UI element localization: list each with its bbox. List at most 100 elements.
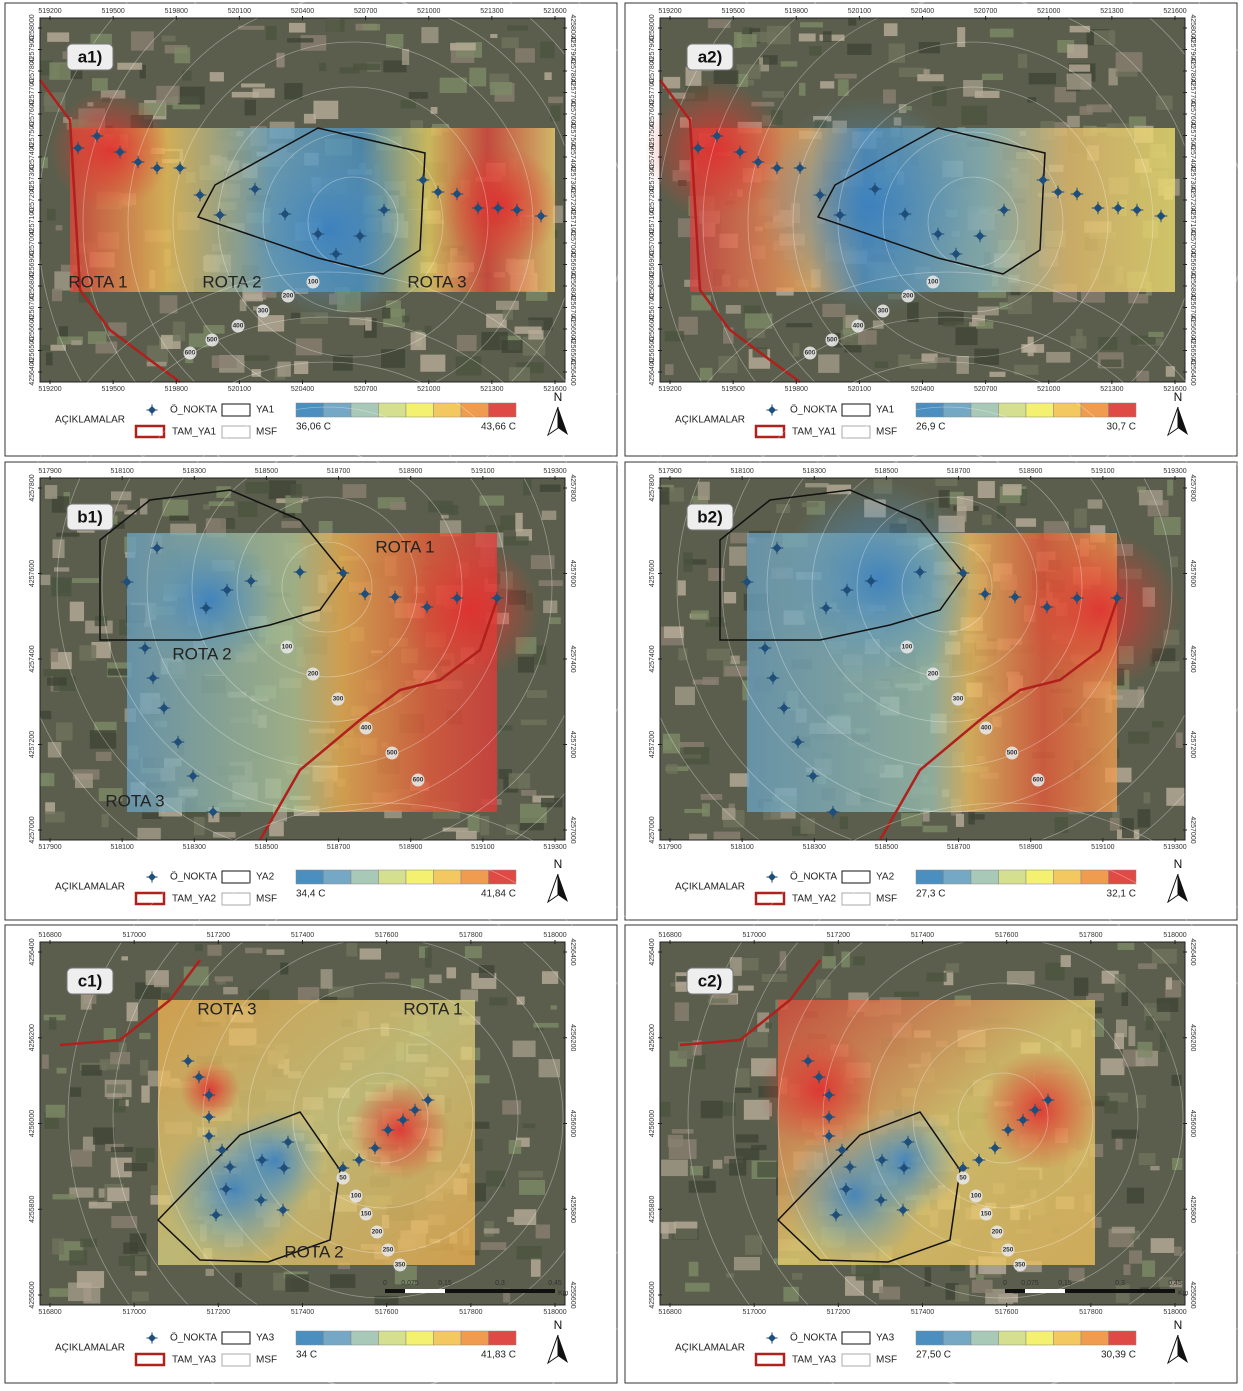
x-tick-label: 521600 xyxy=(543,386,566,393)
map-texture xyxy=(1128,731,1150,744)
map-texture xyxy=(847,43,872,55)
map-texture xyxy=(981,73,1003,81)
x-tick-label: 519100 xyxy=(471,844,494,851)
point-cross xyxy=(972,1153,986,1167)
map-texture xyxy=(750,1144,767,1151)
y-tick-label: 4256200 xyxy=(649,1024,656,1051)
point-cross xyxy=(199,601,213,615)
map-texture xyxy=(94,721,117,733)
map-texture xyxy=(1073,977,1089,996)
map-texture xyxy=(266,949,285,955)
y-tick-label: 4257700 xyxy=(649,79,656,106)
color-scale-step xyxy=(295,402,324,418)
map-texture xyxy=(107,668,128,676)
map-texture xyxy=(1154,661,1180,672)
y-tick-label: 4256500 xyxy=(649,337,656,364)
point-cross xyxy=(766,404,778,416)
map-texture xyxy=(938,490,950,508)
point-cross xyxy=(311,227,325,241)
map-texture xyxy=(841,951,850,968)
y-tick-label: 4257400 xyxy=(569,645,576,672)
scale-label: 0,075 xyxy=(401,1280,419,1287)
map-texture xyxy=(1020,488,1027,506)
point-cross xyxy=(1036,173,1050,187)
x-tick-label: 520400 xyxy=(291,386,314,393)
point-cross xyxy=(209,1208,223,1222)
y-tick-label: 4257000 xyxy=(1189,816,1196,843)
point-cross xyxy=(710,129,724,143)
color-scale-step xyxy=(488,402,517,418)
y-tick-label: 4255800 xyxy=(29,1196,36,1223)
heat-blob xyxy=(350,1080,450,1180)
map-texture xyxy=(223,986,238,995)
point-cross xyxy=(353,229,367,243)
color-scale-step xyxy=(295,869,324,885)
x-tick-label: 519300 xyxy=(543,844,566,851)
map-texture xyxy=(40,157,48,169)
map-texture xyxy=(244,355,270,361)
map-texture xyxy=(683,746,710,765)
point-cross xyxy=(1051,185,1065,199)
scale-label: 0 xyxy=(1003,1280,1007,1287)
north-label: N xyxy=(554,390,563,404)
map-texture xyxy=(54,271,74,291)
map-texture xyxy=(183,966,209,986)
y-tick-label: 4256800 xyxy=(649,272,656,299)
map-texture xyxy=(1017,1261,1042,1273)
x-tick-label: 517400 xyxy=(291,932,314,939)
map-texture xyxy=(76,1271,105,1288)
y-tick-label: 4256400 xyxy=(569,938,576,965)
map-texture xyxy=(725,1273,735,1278)
legend-min: 26,9 C xyxy=(916,422,945,433)
map-texture xyxy=(664,331,685,342)
y-tick-label: 4256500 xyxy=(29,337,36,364)
legend-title: AÇIKLAMALAR xyxy=(675,415,745,426)
map-texture xyxy=(285,495,302,514)
point-cross xyxy=(510,203,524,217)
map-texture xyxy=(721,808,736,820)
map-texture xyxy=(945,963,960,973)
map-texture xyxy=(894,991,920,997)
map-texture xyxy=(42,1054,49,1069)
heat-blob xyxy=(50,90,170,210)
map-texture xyxy=(934,357,950,362)
y-tick-label: 4256700 xyxy=(29,294,36,321)
heat-blob xyxy=(240,140,420,320)
point-cross xyxy=(219,1182,233,1196)
map-texture xyxy=(667,1134,684,1148)
map-texture xyxy=(40,710,52,720)
buffer-ring xyxy=(822,937,1184,1299)
map-texture xyxy=(516,1246,542,1260)
map-texture xyxy=(1112,805,1120,820)
x-tick-label: 517400 xyxy=(291,1309,314,1316)
distance-label: 350 xyxy=(1015,1262,1026,1269)
heat-blob xyxy=(645,80,785,220)
legend-msf: MSF xyxy=(876,1355,897,1366)
map-texture xyxy=(523,479,532,496)
point-cross xyxy=(388,590,402,604)
map-texture xyxy=(108,322,127,336)
distance-label: 100 xyxy=(928,279,939,286)
distance-badge xyxy=(336,1171,350,1185)
buffer-ring xyxy=(837,86,1109,358)
legend-boundary: TAM_YA3 xyxy=(172,1355,217,1366)
legend-boundary: TAM_YA1 xyxy=(172,427,217,438)
distance-badge xyxy=(956,1171,970,1185)
distance-label: 600 xyxy=(805,350,816,357)
point-cross xyxy=(733,145,747,159)
map-texture xyxy=(82,1136,96,1152)
scale-bar-seg xyxy=(1025,1289,1065,1293)
point-cross xyxy=(1130,203,1144,217)
point-cross xyxy=(146,404,158,416)
point-cross xyxy=(138,641,152,655)
map-texture xyxy=(540,41,555,59)
distance-badge xyxy=(969,1189,983,1203)
distance-badge xyxy=(205,333,219,347)
north-arrow-half xyxy=(1167,873,1179,904)
map-texture xyxy=(170,523,197,536)
panel-label: b1) xyxy=(77,507,103,526)
map-texture xyxy=(685,1282,710,1292)
map-texture xyxy=(251,369,262,377)
x-tick-label: 521000 xyxy=(1037,386,1060,393)
map-texture xyxy=(845,1276,864,1296)
